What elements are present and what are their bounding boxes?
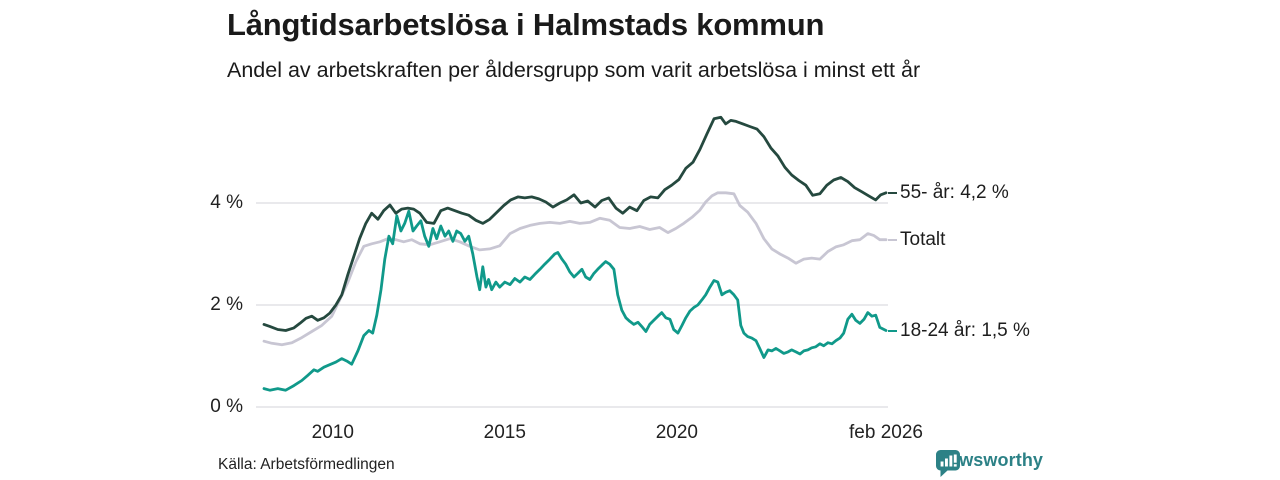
series-line-18-24-r [262, 209, 888, 392]
x-tick-2020: 2020 [655, 422, 698, 443]
newsworthy-logo[interactable]: Newsworthy [936, 450, 1044, 477]
series-lines [262, 115, 888, 392]
gridlines [256, 202, 888, 408]
source-note: Källa: Arbetsförmedlingen [218, 456, 395, 473]
series-label-tick [888, 329, 897, 332]
series-label-tick [888, 238, 897, 241]
y-tick-0: 0 % [210, 396, 243, 417]
series-label-text: 18-24 år: 1,5 % [900, 320, 1030, 341]
series-line-Totalt [262, 191, 888, 347]
page-subtitle: Andel av arbetskraften per åldersgrupp s… [227, 58, 921, 82]
y-tick-4: 4 % [210, 192, 243, 213]
series-label-tick [888, 191, 897, 194]
series-label-text: Totalt [900, 229, 946, 251]
series-label-text: 55- år: 4,2 % [900, 182, 1009, 204]
series-label-18-24-r: 18-24 år: 1,5 % [888, 318, 1030, 343]
x-tick-2015: 2015 [483, 422, 526, 443]
series-label-Totalt: Totalt [888, 227, 945, 252]
x-tick-2010: 2010 [311, 422, 354, 443]
newsworthy-wordmark: Newsworthy [936, 450, 1044, 470]
series-line-55-r [262, 115, 888, 332]
series-label-55-r: 55- år: 4,2 % [888, 180, 1009, 205]
page-title: Långtidsarbetslösa i Halmstads kommun [227, 7, 825, 42]
y-tick-2: 2 % [210, 294, 243, 315]
newsworthy-bubble-chart-icon [936, 450, 960, 477]
x-tick-feb-2026: feb 2026 [849, 422, 923, 443]
